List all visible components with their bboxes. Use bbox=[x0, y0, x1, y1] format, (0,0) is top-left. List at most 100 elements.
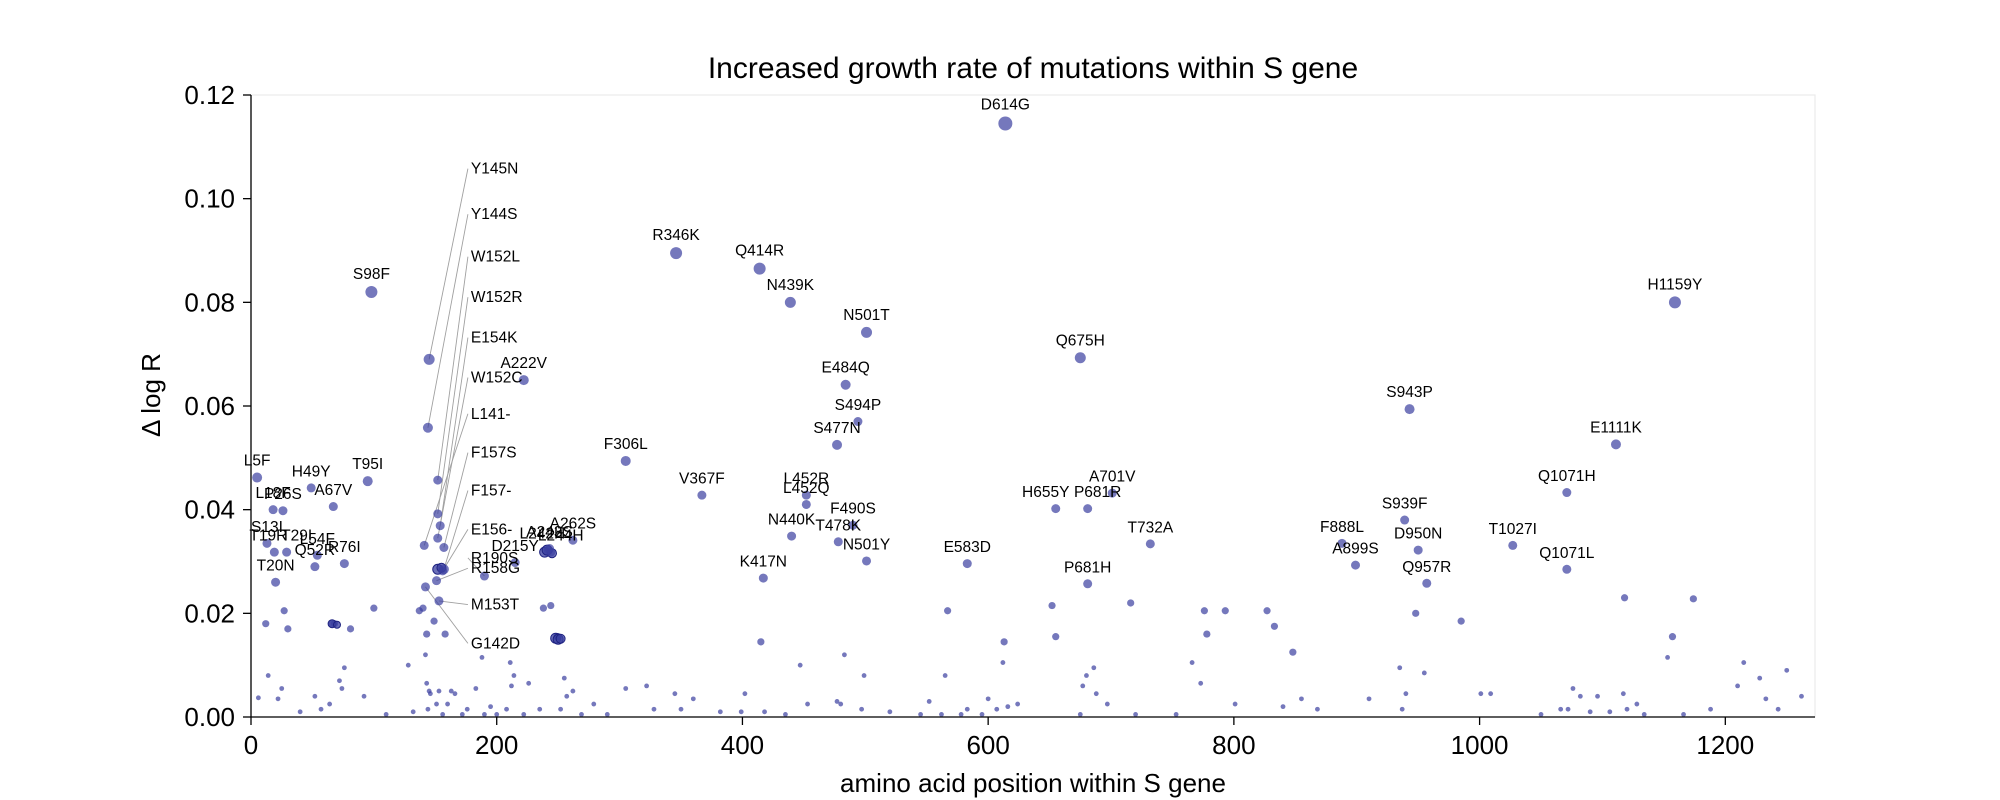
data-point bbox=[1127, 599, 1135, 607]
data-point-E154K bbox=[435, 521, 445, 531]
data-point-V367F bbox=[697, 490, 707, 500]
data-point-H49Y bbox=[306, 483, 316, 493]
data-point-E484Q bbox=[840, 379, 851, 390]
data-point bbox=[738, 709, 744, 715]
data-point bbox=[440, 712, 446, 717]
data-point bbox=[783, 712, 788, 717]
data-point bbox=[1538, 712, 1544, 717]
point-label-G142D: G142D bbox=[471, 635, 520, 652]
point-label-D614G: D614G bbox=[981, 97, 1030, 114]
data-point bbox=[521, 712, 527, 717]
data-point-L141- bbox=[419, 540, 429, 550]
data-point bbox=[1198, 680, 1204, 686]
data-point bbox=[473, 686, 479, 691]
data-point bbox=[1366, 696, 1372, 702]
point-label-T95I: T95I bbox=[352, 456, 383, 473]
leader-line-M153T bbox=[438, 600, 468, 605]
data-point bbox=[564, 693, 570, 699]
data-point bbox=[964, 706, 970, 712]
data-point bbox=[255, 695, 261, 701]
data-point bbox=[757, 638, 765, 646]
point-label-V367F: V367F bbox=[679, 471, 725, 488]
data-point bbox=[275, 696, 281, 702]
data-point bbox=[1587, 709, 1593, 715]
data-point bbox=[1299, 696, 1304, 702]
data-point bbox=[1607, 709, 1613, 715]
data-point bbox=[942, 673, 948, 678]
data-point-Y144S bbox=[422, 422, 433, 433]
data-point-E156- bbox=[438, 566, 448, 576]
data-point bbox=[797, 662, 803, 668]
data-point bbox=[539, 604, 548, 612]
data-point bbox=[591, 701, 597, 707]
point-label-L5F: L5F bbox=[244, 453, 271, 470]
data-point bbox=[1203, 630, 1211, 638]
point-label-W152R: W152R bbox=[471, 289, 523, 306]
point-label-F306L: F306L bbox=[604, 436, 648, 453]
data-point-D215Y bbox=[510, 558, 520, 568]
data-point-L54F bbox=[312, 550, 322, 560]
point-label-W152L: W152L bbox=[471, 249, 520, 266]
point-label-H49Y: H49Y bbox=[292, 463, 331, 480]
x-axis-label: amino acid position within S gene bbox=[840, 768, 1226, 798]
data-point bbox=[547, 601, 555, 610]
point-label-A701V: A701V bbox=[1089, 469, 1136, 486]
data-point bbox=[1412, 609, 1420, 617]
data-point bbox=[623, 686, 629, 691]
data-point bbox=[1784, 667, 1790, 673]
point-label-Q414R: Q414R bbox=[735, 243, 784, 260]
data-point bbox=[370, 604, 378, 612]
data-point bbox=[1478, 691, 1484, 697]
data-point bbox=[994, 706, 1000, 712]
point-label-A243S: A243S bbox=[526, 524, 573, 541]
point-label-D950N: D950N bbox=[1394, 526, 1442, 543]
point-label-R346K: R346K bbox=[652, 227, 700, 244]
data-point-S13I bbox=[262, 538, 272, 548]
data-point bbox=[346, 625, 355, 633]
data-point-N501Y bbox=[862, 556, 872, 566]
point-label-E154K: E154K bbox=[471, 330, 518, 347]
data-point bbox=[555, 633, 566, 644]
data-point bbox=[762, 709, 767, 715]
data-point bbox=[488, 704, 493, 710]
data-point-R76I bbox=[339, 559, 349, 569]
data-point-N440K bbox=[787, 531, 797, 541]
data-point-L452R bbox=[801, 490, 811, 500]
y-tick-label: 0.10 bbox=[184, 184, 235, 214]
data-point bbox=[1315, 706, 1320, 712]
point-label-F490S: F490S bbox=[830, 501, 876, 518]
data-point bbox=[383, 712, 389, 717]
data-point bbox=[509, 683, 514, 689]
data-point bbox=[279, 686, 285, 691]
data-point bbox=[482, 712, 487, 717]
data-point-A899S bbox=[1351, 560, 1361, 570]
data-point bbox=[1048, 601, 1056, 610]
point-label-T478K: T478K bbox=[815, 517, 861, 534]
leader-line-G142D bbox=[425, 586, 469, 644]
data-point bbox=[1595, 693, 1600, 699]
x-tick-label: 200 bbox=[475, 730, 518, 760]
data-point bbox=[672, 691, 678, 697]
data-point bbox=[1173, 712, 1179, 717]
data-point bbox=[448, 688, 454, 694]
point-label-T29I: T29I bbox=[281, 528, 312, 545]
data-point-F157S bbox=[439, 543, 449, 553]
data-point bbox=[1421, 670, 1427, 676]
data-point bbox=[1624, 706, 1630, 712]
point-label-T732A: T732A bbox=[1127, 519, 1173, 536]
data-point bbox=[434, 701, 439, 707]
point-label-E484Q: E484Q bbox=[822, 360, 870, 377]
data-point bbox=[526, 680, 532, 686]
data-point bbox=[423, 652, 428, 658]
data-point bbox=[1397, 665, 1403, 671]
data-point bbox=[425, 706, 431, 712]
point-label-E156-: E156- bbox=[471, 521, 512, 538]
data-point bbox=[838, 701, 844, 707]
data-point bbox=[742, 691, 748, 697]
leader-line-Y144S bbox=[427, 214, 469, 428]
point-label-N439K: N439K bbox=[767, 277, 815, 294]
point-label-Q1071L: Q1071L bbox=[1539, 545, 1595, 562]
point-label-Y144S: Y144S bbox=[471, 206, 518, 223]
data-point bbox=[887, 709, 893, 715]
